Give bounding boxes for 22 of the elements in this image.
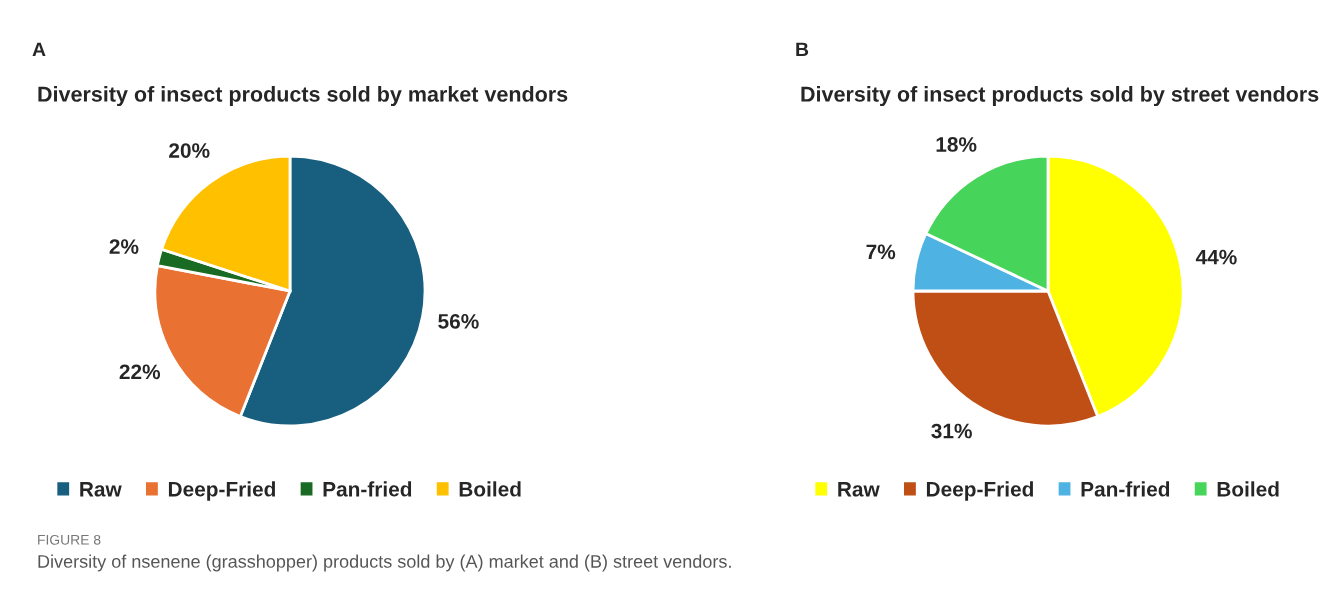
legend-label: Boiled xyxy=(459,481,521,497)
data-label: 31% xyxy=(931,423,972,439)
data-label: 20% xyxy=(169,143,210,158)
legend-label: Raw xyxy=(838,482,880,497)
data-label: 18% xyxy=(936,137,977,152)
text: Diversity of nsenene (grasshopper) products sold by (A) market and (B) street vendors. xyxy=(38,554,731,572)
data-label: 7% xyxy=(866,244,896,260)
legend-label: Pan-fried xyxy=(1081,481,1170,497)
legend-label: Deep-Fried xyxy=(168,481,275,501)
legend-label: Pan-fried xyxy=(323,481,412,497)
text: B xyxy=(796,42,809,57)
legend-label: Raw xyxy=(80,482,122,497)
data-label: 56% xyxy=(438,313,479,329)
data-label: 2% xyxy=(109,239,139,254)
data-label: 44% xyxy=(1195,249,1237,265)
legend-label: Deep-Fried xyxy=(926,481,1033,501)
legend-label: Boiled xyxy=(1217,481,1279,497)
chart-title: Diversity of insect products sold by street vendors xyxy=(801,85,1319,107)
data-label: 22% xyxy=(119,364,161,380)
chart-title: Diversity of insect products sold by market vendors xyxy=(38,85,568,107)
text: A xyxy=(32,42,46,57)
caption: FIGURE 8 xyxy=(38,534,101,545)
